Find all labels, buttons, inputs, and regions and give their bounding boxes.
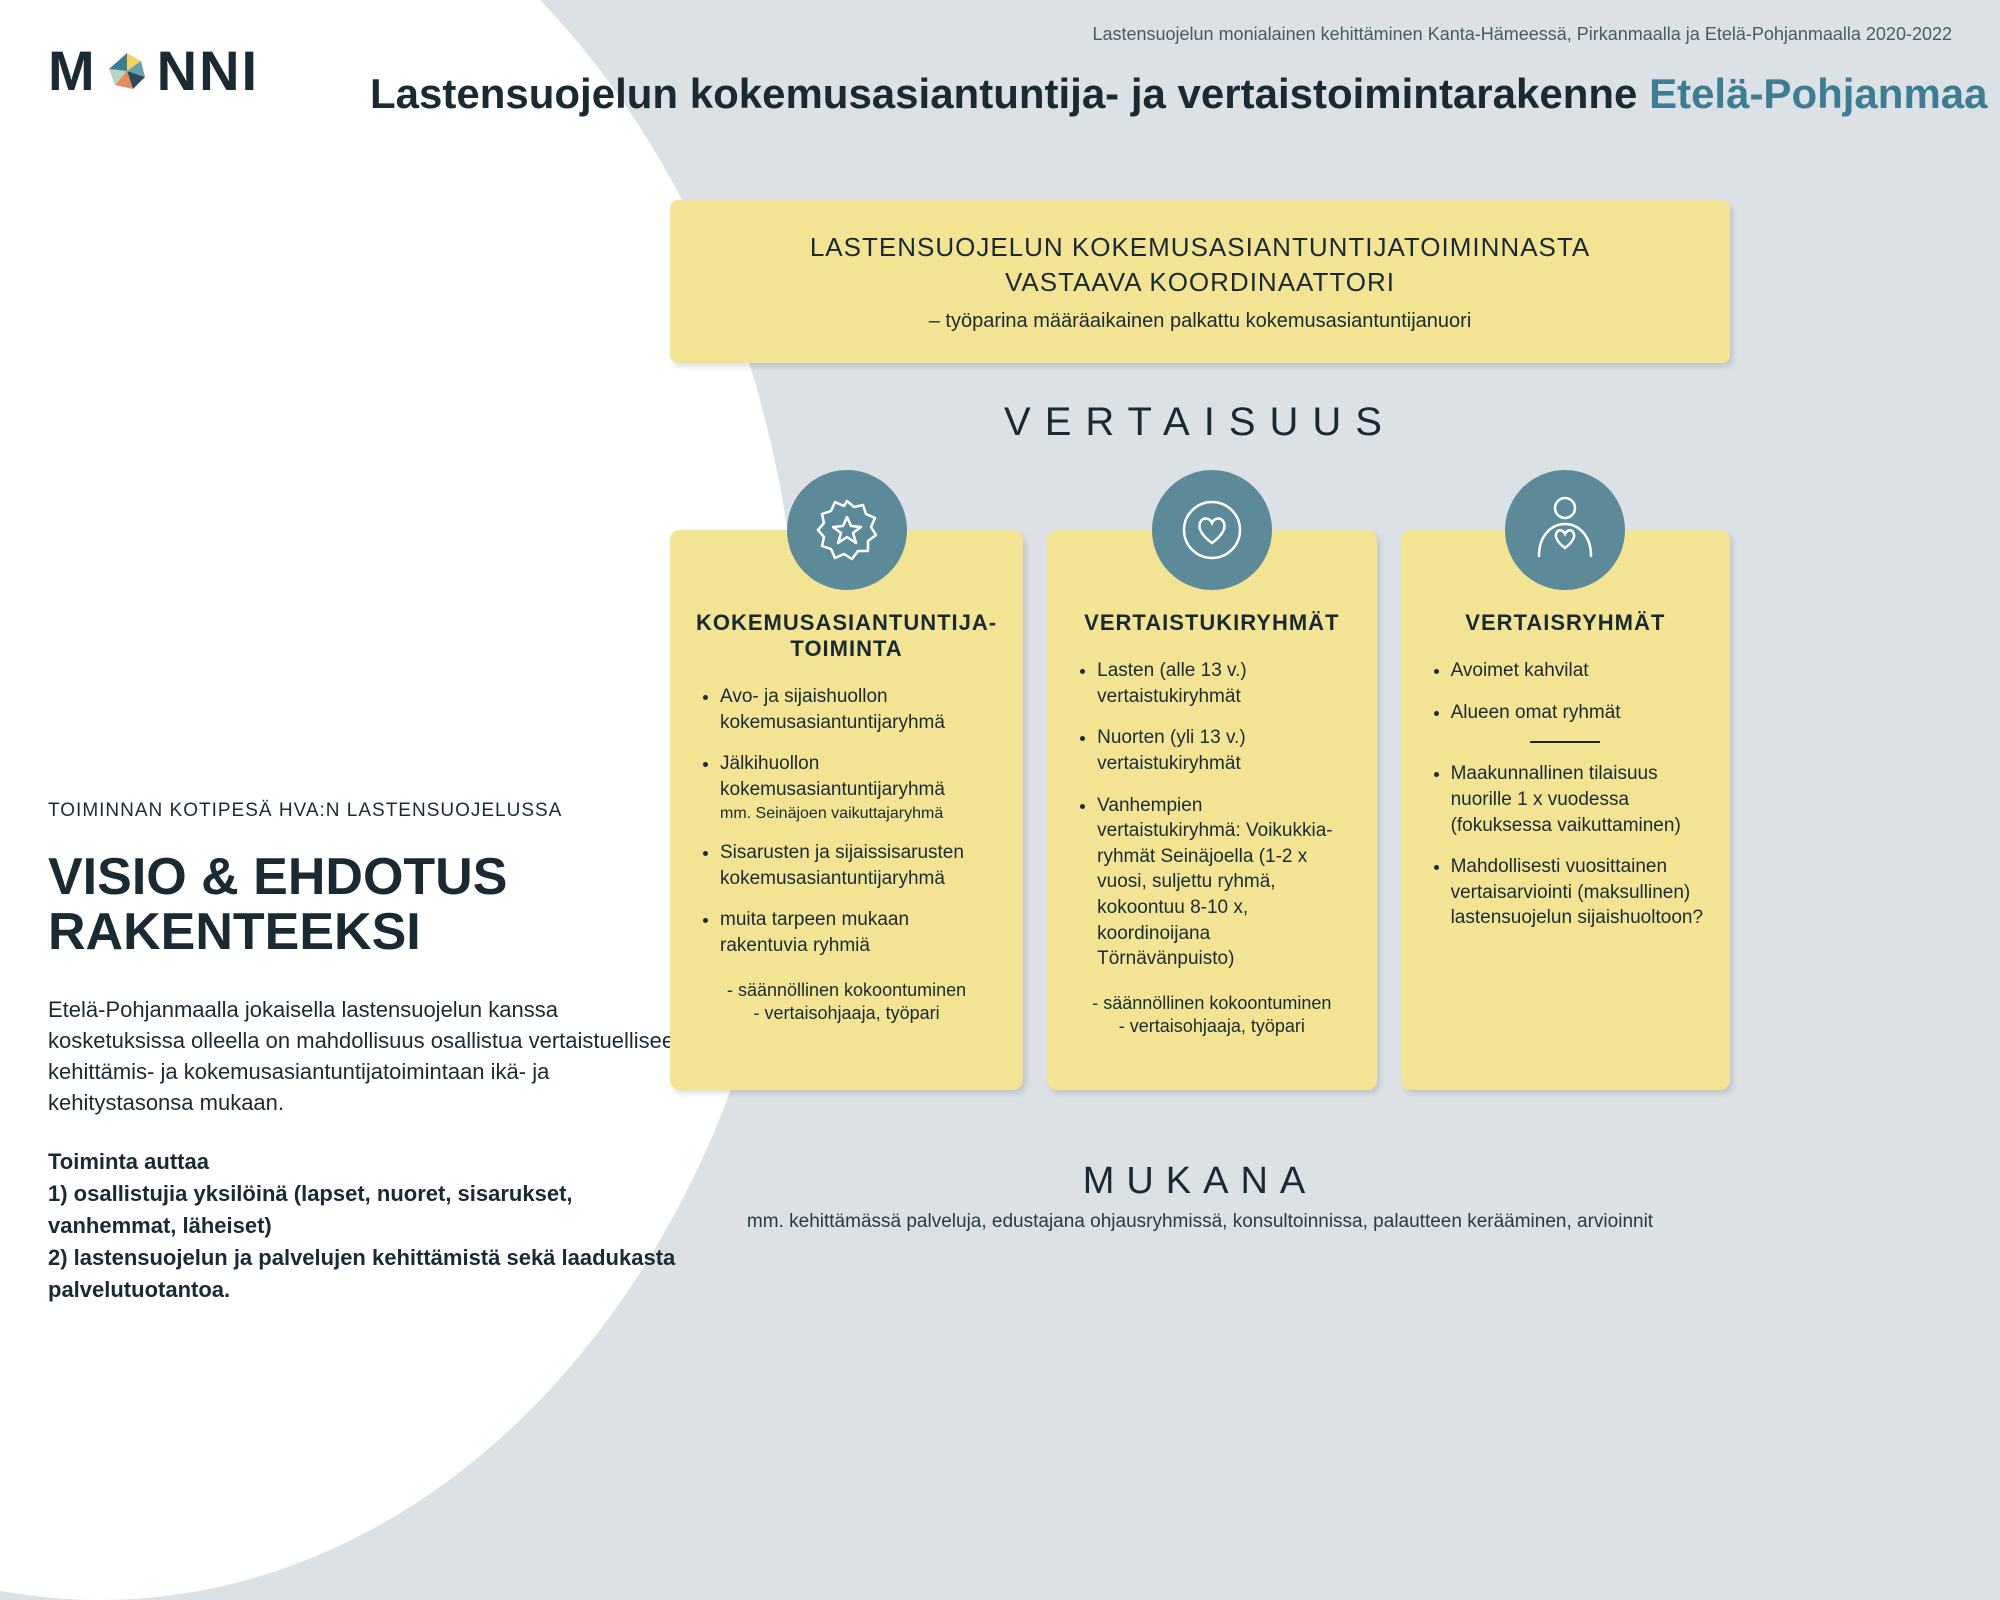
header-subtitle: Lastensuojelun monialainen kehittäminen …: [1092, 24, 1952, 45]
list-item: Jälkihuollon kokemusasiantuntijaryhmämm.…: [720, 751, 997, 824]
left-heading: VISIO & EHDOTUS RAKENTEEKSI: [48, 850, 688, 959]
card-kokemusasiantuntija: KOKEMUSASIANTUNTIJA-TOIMINTA Avo- ja sij…: [670, 530, 1023, 1090]
helps-label: Toiminta auttaa: [48, 1146, 688, 1178]
list-item: Mahdollisesti vuosittainen vertaisarvioi…: [1451, 854, 1704, 931]
coordinator-line-1: LASTENSUOJELUN KOKEMUSASIANTUNTIJATOIMIN…: [710, 230, 1690, 265]
logo-pinwheel-icon: [105, 49, 149, 93]
left-heading-l2: RAKENTEEKSI: [48, 905, 688, 960]
logo-letter-m: M: [48, 38, 97, 103]
card1-title: KOKEMUSASIANTUNTIJA-TOIMINTA: [696, 610, 997, 662]
page-title: Lastensuojelun kokemusasiantuntija- ja v…: [370, 70, 1988, 118]
card1-list: Avo- ja sijaishuollon kokemusasiantuntij…: [696, 684, 997, 959]
card2-title: VERTAISTUKIRYHMÄT: [1073, 610, 1350, 636]
mukana-sub: mm. kehittämässä palveluja, edustajana o…: [670, 1211, 1730, 1233]
card-vertaistukiryhmat: VERTAISTUKIRYHMÄT Lasten (alle 13 v.) ve…: [1047, 530, 1376, 1090]
person-heart-icon: [1505, 470, 1625, 590]
helps-line-1: 1) osallistujia yksilöinä (lapset, nuore…: [48, 1178, 688, 1242]
coordinator-line-2: VASTAAVA KOORDINAATTORI: [710, 265, 1690, 300]
left-heading-l1: VISIO & EHDOTUS: [48, 850, 688, 905]
left-paragraph: Etelä-Pohjanmaalla jokaisella lastensuoj…: [48, 995, 688, 1118]
list-item: Vanhempien vertaistukiryhmä: Voikukkia-r…: [1097, 793, 1350, 972]
left-helps: Toiminta auttaa 1) osallistujia yksilöin…: [48, 1146, 688, 1305]
list-item: Avoimet kahvilat: [1451, 658, 1704, 684]
helps-line-2: 2) lastensuojelun ja palvelujen kehittäm…: [48, 1242, 688, 1306]
logo-letter-nni: NNI: [157, 38, 259, 103]
card2-footer: - säännöllinen kokoontuminen - vertaisoh…: [1073, 992, 1350, 1039]
coordinator-box: LASTENSUOJELUN KOKEMUSASIANTUNTIJATOIMIN…: [670, 200, 1730, 363]
card-vertaisryhmat: VERTAISRYHMÄT Avoimet kahvilat Alueen om…: [1401, 530, 1730, 1090]
coordinator-sub: – työparina määräaikainen palkattu kokem…: [710, 310, 1690, 333]
list-item: Maakunnallinen tilaisuus nuorille 1 x vu…: [1451, 761, 1704, 838]
title-main: Lastensuojelun kokemusasiantuntija- ja v…: [370, 70, 1649, 117]
list-item: Avo- ja sijaishuollon kokemusasiantuntij…: [720, 684, 997, 735]
card1-footer: - säännöllinen kokoontuminen - vertaisoh…: [696, 979, 997, 1026]
card3-title: VERTAISRYHMÄT: [1427, 610, 1704, 636]
columns-row: KOKEMUSASIANTUNTIJA-TOIMINTA Avo- ja sij…: [670, 530, 1730, 1090]
card2-list: Lasten (alle 13 v.) vertaistukiryhmät Nu…: [1073, 658, 1350, 972]
mukana-block: MUKANA mm. kehittämässä palveluja, edust…: [670, 1160, 1730, 1233]
list-item: Lasten (alle 13 v.) vertaistukiryhmät: [1097, 658, 1350, 709]
list-item: Alueen omat ryhmät: [1451, 700, 1704, 726]
card3-list-bottom: Maakunnallinen tilaisuus nuorille 1 x vu…: [1427, 761, 1704, 931]
star-badge-icon: [787, 470, 907, 590]
logo: M NNI: [48, 38, 259, 103]
list-item: muita tarpeen mukaan rakentuvia ryhmiä: [720, 907, 997, 958]
left-text-block: TOIMINNAN KOTIPESÄ HVA:N LASTENSUOJELUSS…: [48, 800, 688, 1306]
vertaisuus-heading: VERTAISUUS: [670, 400, 1730, 445]
mukana-title: MUKANA: [670, 1160, 1730, 1203]
list-item: Sisarusten ja sijaissisarusten kokemusas…: [720, 840, 997, 891]
heart-circle-icon: [1152, 470, 1272, 590]
left-small-header: TOIMINNAN KOTIPESÄ HVA:N LASTENSUOJELUSS…: [48, 800, 688, 822]
list-item: Nuorten (yli 13 v.) vertaistukiryhmät: [1097, 725, 1350, 776]
title-region: Etelä-Pohjanmaa: [1649, 70, 1987, 117]
card3-divider: [1530, 741, 1600, 743]
card3-list-top: Avoimet kahvilat Alueen omat ryhmät: [1427, 658, 1704, 725]
